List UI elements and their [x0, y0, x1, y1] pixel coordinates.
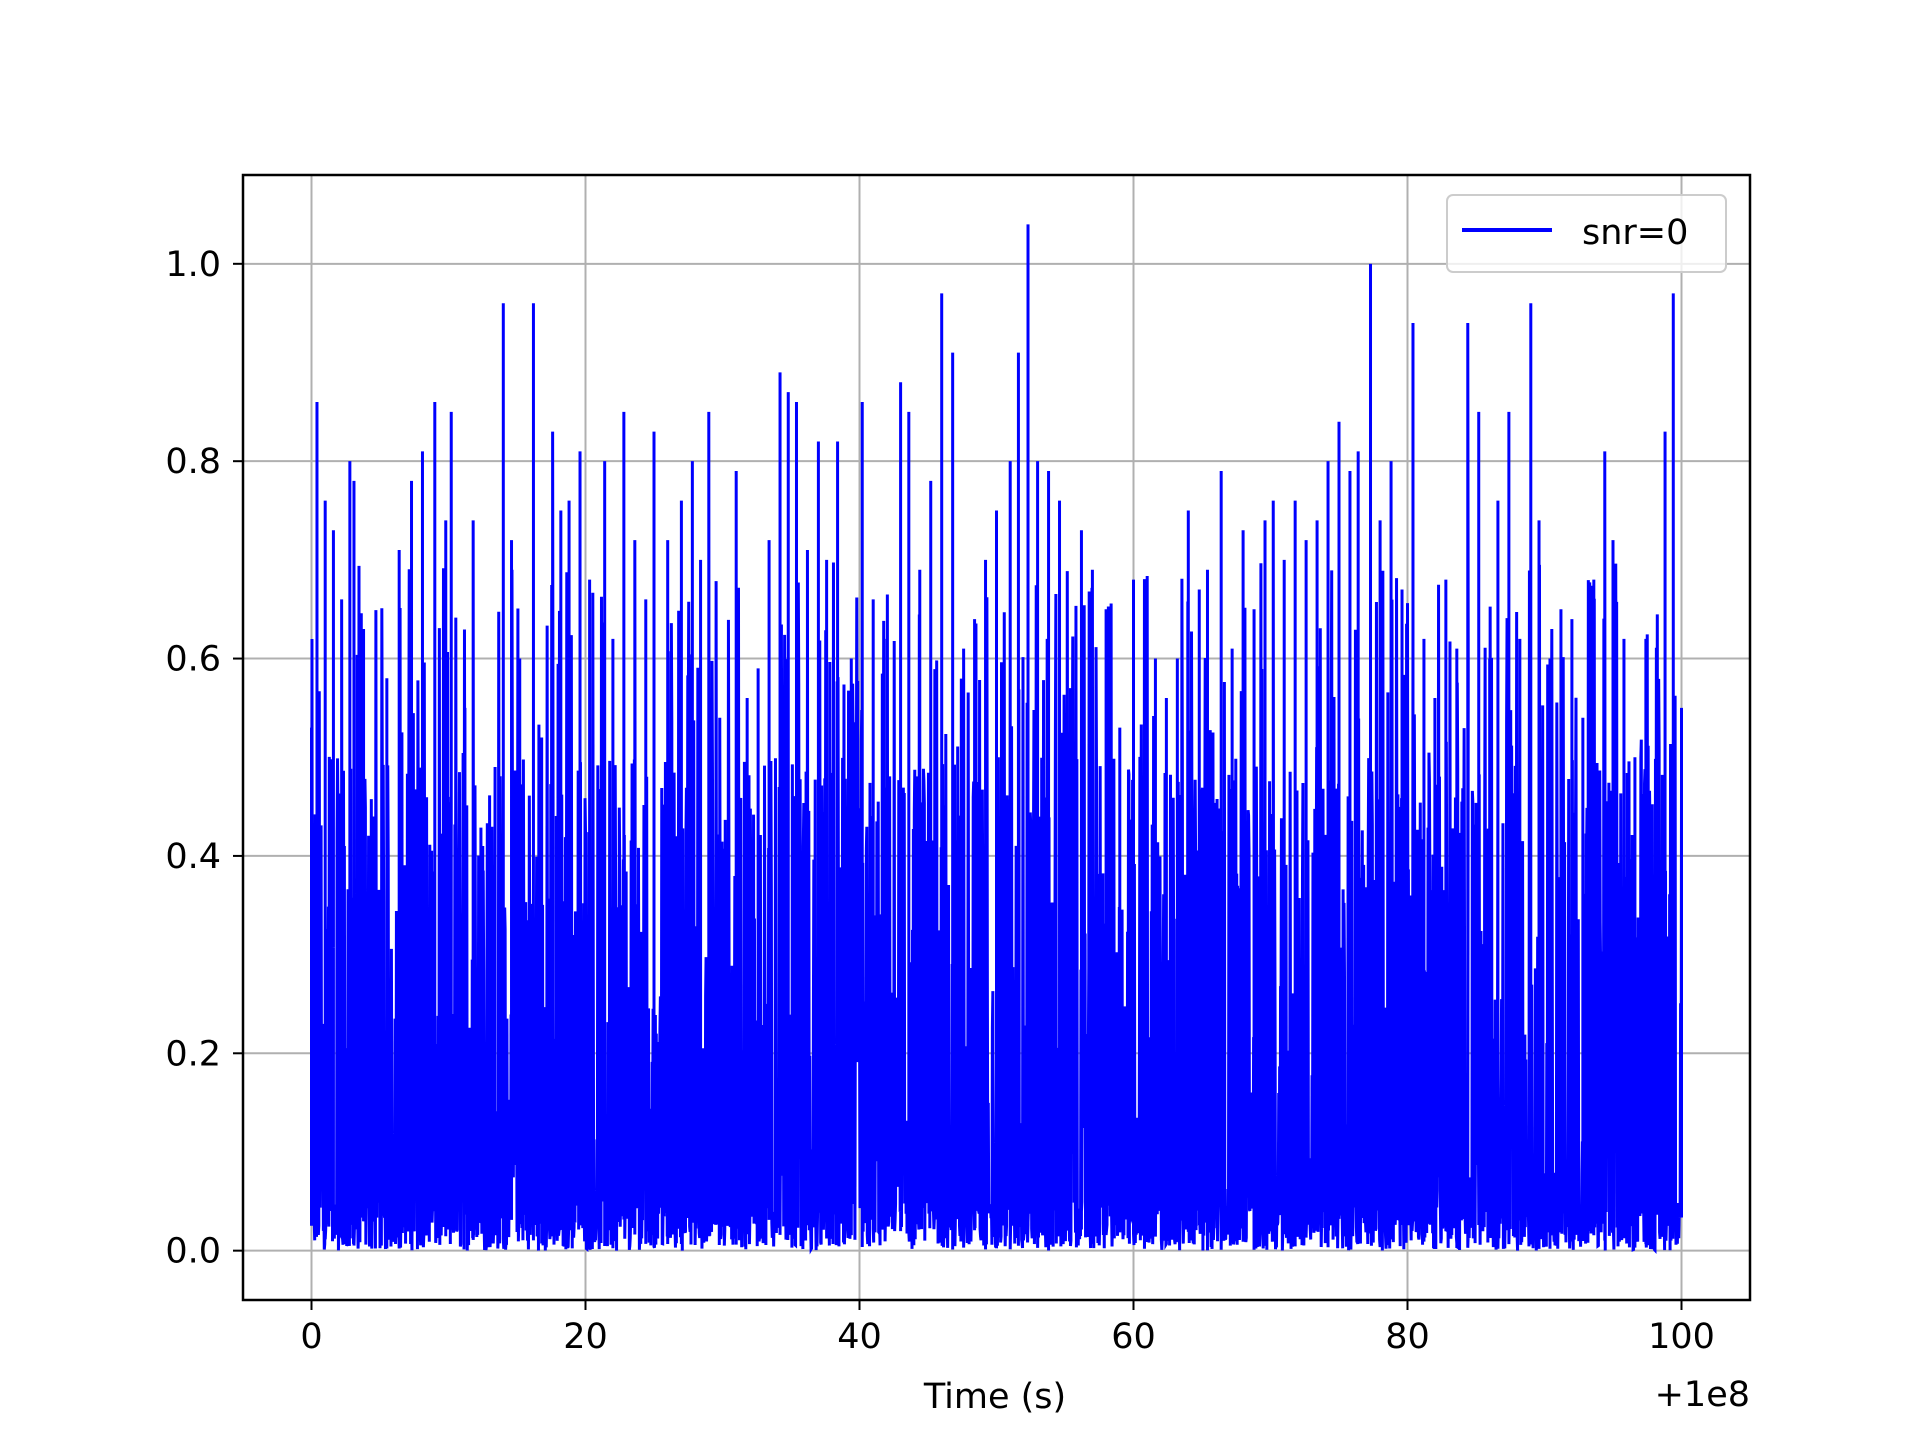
data-layer	[310, 224, 1683, 1255]
series-line-snr0	[310, 224, 1683, 1255]
y-tick-label-2: 0.4	[165, 837, 221, 877]
x-tick-label-3: 60	[1111, 1317, 1156, 1357]
y-tick-label-4: 0.8	[165, 442, 221, 482]
tick-layer: 0 20 40 60 80 100 0.0 0.2 0.4 0.6 0.8 1.0	[165, 245, 1715, 1357]
x-tick-label-2: 40	[837, 1317, 882, 1357]
y-tick-label-3: 0.6	[165, 640, 221, 680]
x-tick-label-5: 100	[1648, 1317, 1715, 1357]
y-tick-label-5: 1.0	[165, 245, 221, 285]
x-axis-offset-label: +1e8	[1655, 1375, 1750, 1415]
x-tick-label-1: 20	[563, 1317, 608, 1357]
y-tick-label-1: 0.2	[165, 1034, 221, 1074]
x-tick-label-4: 80	[1385, 1317, 1430, 1357]
legend-label-snr: snr=0	[1582, 213, 1688, 253]
legend: snr=0	[1446, 194, 1727, 273]
legend-frame	[1446, 194, 1727, 273]
x-tick-label-0: 0	[300, 1317, 322, 1357]
axes-layer	[241, 173, 1752, 1302]
x-axis-label: Time (s)	[923, 1377, 1066, 1417]
y-tick-label-0: 0.0	[165, 1232, 221, 1272]
axes-frame	[241, 173, 1752, 1302]
